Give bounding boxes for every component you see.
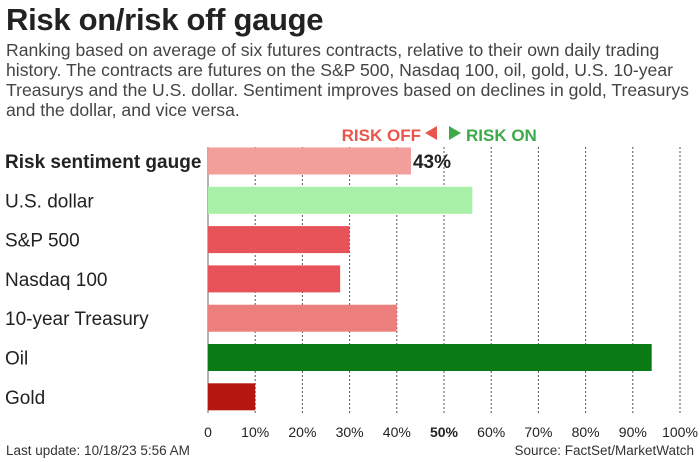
legend-risk-on: RISK ON [466, 126, 537, 145]
x-tick-label: 20% [288, 424, 316, 440]
x-tick-label: 70% [524, 424, 552, 440]
category-label: 10-year Treasury [5, 309, 149, 330]
value-label: 43% [413, 152, 451, 173]
risk-off-arrow-icon [425, 126, 437, 140]
bar [208, 186, 473, 214]
x-tick-label: 80% [572, 424, 600, 440]
bar [208, 304, 397, 332]
last-update: Last update: 10/18/23 5:56 AM [6, 443, 190, 458]
x-tick-label: 60% [477, 424, 505, 440]
x-tick-label: 40% [383, 424, 411, 440]
bar [208, 383, 256, 411]
chart-subtitle: Ranking based on average of six futures … [6, 40, 689, 120]
bar [208, 226, 350, 254]
category-label: Gold [5, 388, 45, 409]
x-tick-label: 10% [241, 424, 269, 440]
bar [208, 265, 341, 293]
x-tick-label: 90% [619, 424, 647, 440]
category-label: S&P 500 [5, 231, 80, 252]
legend-risk-off: RISK OFF [342, 126, 421, 145]
risk-on-arrow-icon [449, 126, 461, 140]
x-tick-label: 50% [430, 424, 459, 440]
category-label: Oil [5, 349, 28, 370]
bar [208, 147, 411, 175]
x-tick-label: 30% [336, 424, 364, 440]
x-tick-label: 100% [662, 424, 698, 440]
category-label: Risk sentiment gauge [5, 152, 201, 173]
chart-title: Risk on/risk off gauge [6, 2, 324, 37]
source-note: Source: FactSet/MarketWatch [514, 443, 694, 458]
category-label: U.S. dollar [5, 191, 94, 212]
category-label: Nasdaq 100 [5, 270, 107, 291]
x-tick-label: 0 [204, 424, 212, 440]
bar [208, 344, 652, 371]
